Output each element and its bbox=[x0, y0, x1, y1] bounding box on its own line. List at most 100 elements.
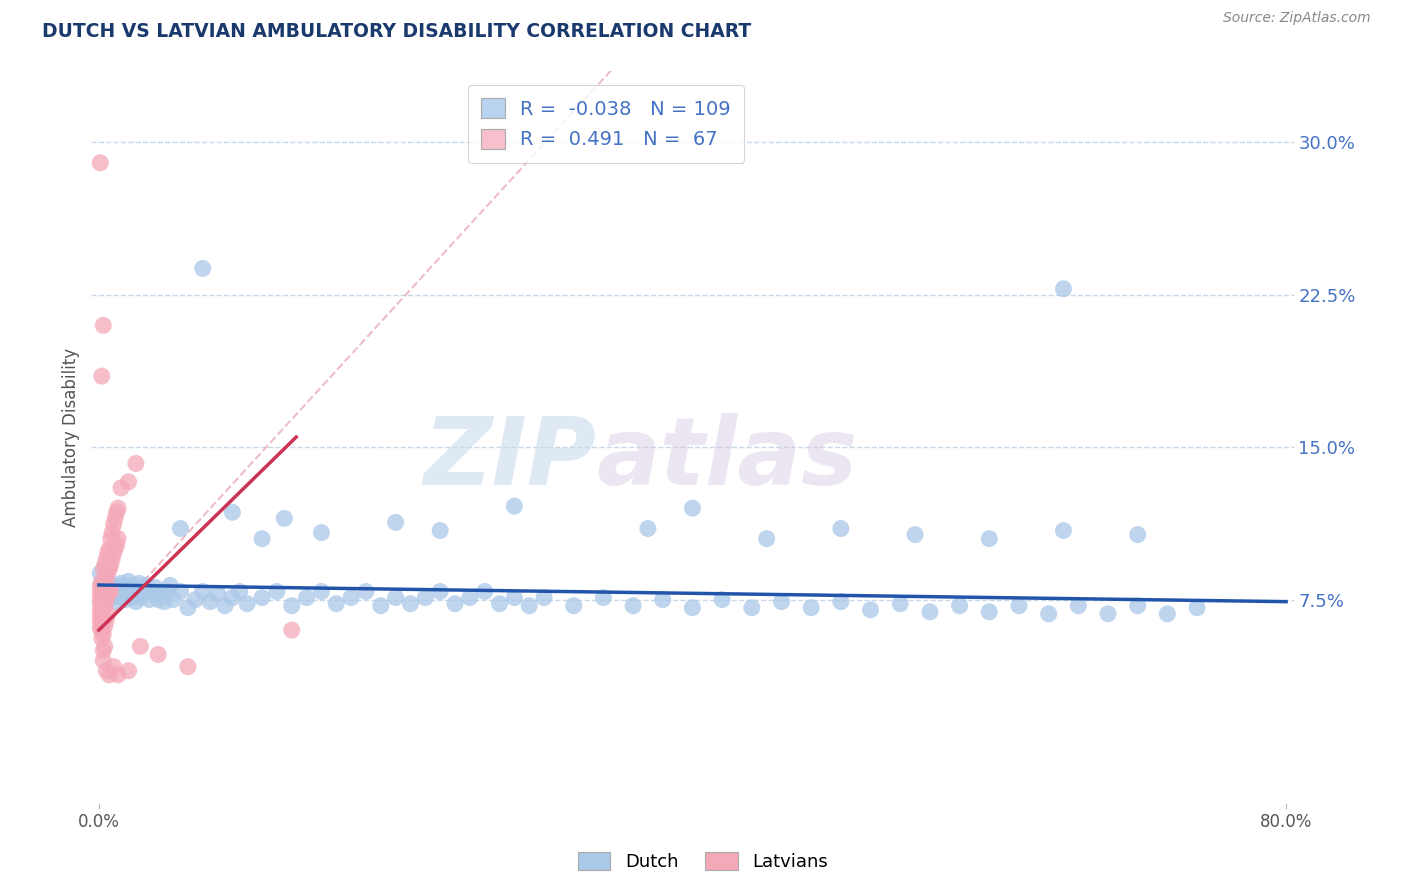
Point bbox=[90, 599, 112, 613]
Point bbox=[399, 597, 422, 611]
Point bbox=[444, 597, 467, 611]
Point bbox=[120, 578, 143, 592]
Point bbox=[90, 582, 112, 597]
Point bbox=[96, 613, 118, 627]
Point bbox=[711, 592, 734, 607]
Point bbox=[104, 511, 127, 525]
Point bbox=[236, 597, 259, 611]
Point bbox=[150, 584, 173, 599]
Point bbox=[111, 591, 134, 605]
Point bbox=[127, 584, 149, 599]
Point bbox=[311, 525, 333, 540]
Point bbox=[488, 597, 510, 611]
Point bbox=[93, 619, 115, 633]
Point bbox=[90, 591, 112, 605]
Point bbox=[207, 586, 229, 600]
Point bbox=[100, 532, 122, 546]
Point bbox=[138, 592, 160, 607]
Point bbox=[118, 589, 141, 603]
Point bbox=[169, 584, 191, 599]
Point bbox=[1097, 607, 1119, 621]
Point bbox=[918, 605, 941, 619]
Point bbox=[98, 562, 121, 576]
Point bbox=[191, 584, 214, 599]
Point bbox=[90, 369, 112, 384]
Point bbox=[859, 603, 882, 617]
Point bbox=[105, 538, 128, 552]
Point bbox=[89, 615, 111, 629]
Point bbox=[177, 659, 200, 673]
Point bbox=[280, 623, 302, 637]
Point bbox=[124, 582, 146, 597]
Point bbox=[91, 595, 114, 609]
Point bbox=[90, 574, 112, 589]
Point bbox=[103, 517, 125, 532]
Point bbox=[89, 597, 111, 611]
Point bbox=[129, 591, 152, 605]
Point bbox=[125, 457, 148, 471]
Point bbox=[1156, 607, 1178, 621]
Point bbox=[89, 603, 111, 617]
Text: Source: ZipAtlas.com: Source: ZipAtlas.com bbox=[1223, 11, 1371, 25]
Point bbox=[103, 584, 125, 599]
Point bbox=[214, 599, 236, 613]
Point bbox=[830, 595, 852, 609]
Point bbox=[770, 595, 793, 609]
Point bbox=[104, 578, 127, 592]
Point bbox=[904, 527, 927, 541]
Point bbox=[97, 607, 120, 621]
Point bbox=[429, 524, 451, 538]
Point bbox=[90, 607, 112, 621]
Point bbox=[117, 664, 139, 678]
Point bbox=[89, 608, 111, 623]
Point bbox=[280, 599, 302, 613]
Point bbox=[143, 581, 166, 595]
Point bbox=[250, 532, 273, 546]
Point bbox=[681, 600, 703, 615]
Point bbox=[132, 584, 155, 599]
Point bbox=[91, 654, 114, 668]
Point bbox=[1185, 600, 1208, 615]
Point bbox=[1126, 527, 1149, 541]
Point bbox=[162, 592, 184, 607]
Point bbox=[125, 595, 148, 609]
Point bbox=[1067, 599, 1090, 613]
Point bbox=[91, 562, 114, 576]
Point bbox=[105, 595, 128, 609]
Point bbox=[948, 599, 970, 613]
Point bbox=[191, 261, 214, 276]
Point bbox=[105, 505, 128, 519]
Point bbox=[89, 621, 111, 635]
Point bbox=[110, 481, 132, 495]
Point bbox=[115, 584, 138, 599]
Point bbox=[592, 591, 614, 605]
Point bbox=[98, 582, 121, 597]
Point bbox=[517, 599, 540, 613]
Point bbox=[97, 546, 120, 560]
Point bbox=[90, 578, 112, 592]
Point bbox=[146, 592, 169, 607]
Point bbox=[98, 576, 121, 591]
Point bbox=[1052, 524, 1074, 538]
Point bbox=[311, 584, 333, 599]
Point bbox=[266, 584, 288, 599]
Point bbox=[96, 592, 118, 607]
Point bbox=[354, 584, 377, 599]
Point bbox=[93, 572, 115, 586]
Point bbox=[110, 576, 132, 591]
Point bbox=[97, 566, 120, 581]
Point bbox=[651, 592, 673, 607]
Point bbox=[979, 532, 1001, 546]
Point bbox=[112, 581, 135, 595]
Point bbox=[562, 599, 585, 613]
Point bbox=[156, 584, 179, 599]
Point bbox=[89, 584, 111, 599]
Point bbox=[503, 591, 526, 605]
Point bbox=[96, 664, 118, 678]
Point bbox=[98, 541, 121, 556]
Point bbox=[184, 592, 207, 607]
Point bbox=[89, 156, 111, 170]
Y-axis label: Ambulatory Disability: Ambulatory Disability bbox=[62, 348, 80, 526]
Point bbox=[755, 532, 778, 546]
Point bbox=[889, 597, 911, 611]
